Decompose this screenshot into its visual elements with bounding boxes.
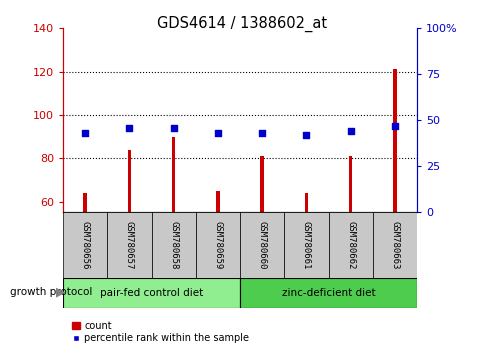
- Text: GSM780657: GSM780657: [125, 221, 134, 269]
- Text: GSM780658: GSM780658: [169, 221, 178, 269]
- Point: [169, 125, 177, 131]
- Text: GSM780660: GSM780660: [257, 221, 266, 269]
- Bar: [372, 212, 416, 278]
- Bar: [63, 278, 240, 308]
- Text: GSM780663: GSM780663: [390, 221, 399, 269]
- Text: ▶: ▶: [56, 286, 65, 298]
- Text: zinc-deficient diet: zinc-deficient diet: [281, 288, 375, 298]
- Bar: [107, 212, 151, 278]
- Text: pair-fed control diet: pair-fed control diet: [100, 288, 203, 298]
- Bar: [348, 156, 352, 212]
- Bar: [284, 212, 328, 278]
- Bar: [83, 193, 87, 212]
- Bar: [240, 278, 416, 308]
- Bar: [63, 212, 107, 278]
- Point: [346, 129, 354, 134]
- Bar: [260, 156, 263, 212]
- Bar: [196, 212, 240, 278]
- Bar: [127, 150, 131, 212]
- Text: GSM780662: GSM780662: [346, 221, 354, 269]
- Legend: count, percentile rank within the sample: count, percentile rank within the sample: [68, 317, 253, 347]
- Text: growth protocol: growth protocol: [10, 287, 92, 297]
- Point: [213, 130, 221, 136]
- Point: [258, 130, 266, 136]
- Bar: [151, 212, 196, 278]
- Bar: [216, 191, 219, 212]
- Text: GSM780659: GSM780659: [213, 221, 222, 269]
- Text: GDS4614 / 1388602_at: GDS4614 / 1388602_at: [157, 16, 327, 32]
- Bar: [393, 69, 396, 212]
- Point: [125, 125, 133, 131]
- Bar: [171, 137, 175, 212]
- Bar: [240, 212, 284, 278]
- Point: [81, 130, 89, 136]
- Text: GSM780661: GSM780661: [302, 221, 310, 269]
- Point: [390, 123, 398, 129]
- Bar: [328, 212, 372, 278]
- Point: [302, 132, 310, 138]
- Bar: [304, 193, 308, 212]
- Text: GSM780656: GSM780656: [80, 221, 90, 269]
